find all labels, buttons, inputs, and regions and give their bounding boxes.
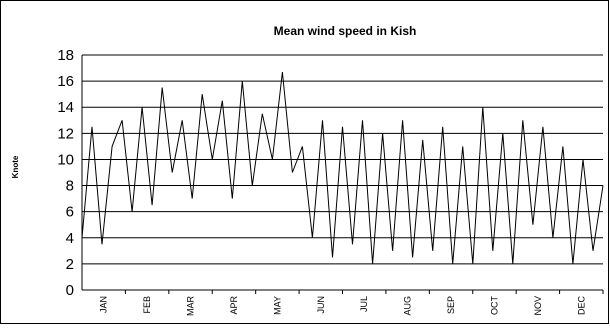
series-line	[81, 71, 604, 264]
x-tick-label: APR	[229, 296, 239, 315]
x-tick-label: JUN	[316, 296, 326, 314]
y-tick-label: 16	[57, 73, 74, 90]
y-axis-label: Knote	[11, 155, 20, 178]
y-tick-label: 2	[66, 256, 74, 273]
y-tick-labels: 0 2 4 6 8 10 12 14 16 18	[57, 47, 74, 299]
series-layer	[81, 71, 604, 264]
x-tick-label: JUL	[359, 296, 369, 312]
x-tick-label: MAY	[272, 296, 282, 315]
x-tick-labels: JAN FEB MAR APR MAY JUN JUL AUG SEP OCT NOV DEC	[99, 290, 604, 317]
y-tick-label: 6	[66, 204, 74, 221]
x-tick-label: NOV	[533, 296, 543, 316]
y-tick-label: 14	[57, 99, 74, 116]
x-tick-label: OCT	[489, 296, 499, 316]
x-tick-label: JAN	[99, 296, 109, 313]
x-tick-label: DEC	[576, 296, 586, 316]
y-tick-label: 8	[66, 178, 74, 195]
x-tick-label: FEB	[142, 296, 152, 314]
y-tick-label: 18	[57, 47, 74, 64]
chart-title: Mean wind speed in Kish	[274, 24, 417, 38]
x-tick-label: SEP	[446, 296, 456, 314]
y-tick-label: 12	[57, 125, 74, 142]
y-tick-label: 4	[66, 230, 74, 247]
x-tick-label: AUG	[403, 296, 413, 316]
y-tick-label: 0	[66, 282, 74, 299]
x-tick-label: MAR	[186, 296, 196, 317]
y-tick-label: 10	[57, 151, 74, 168]
